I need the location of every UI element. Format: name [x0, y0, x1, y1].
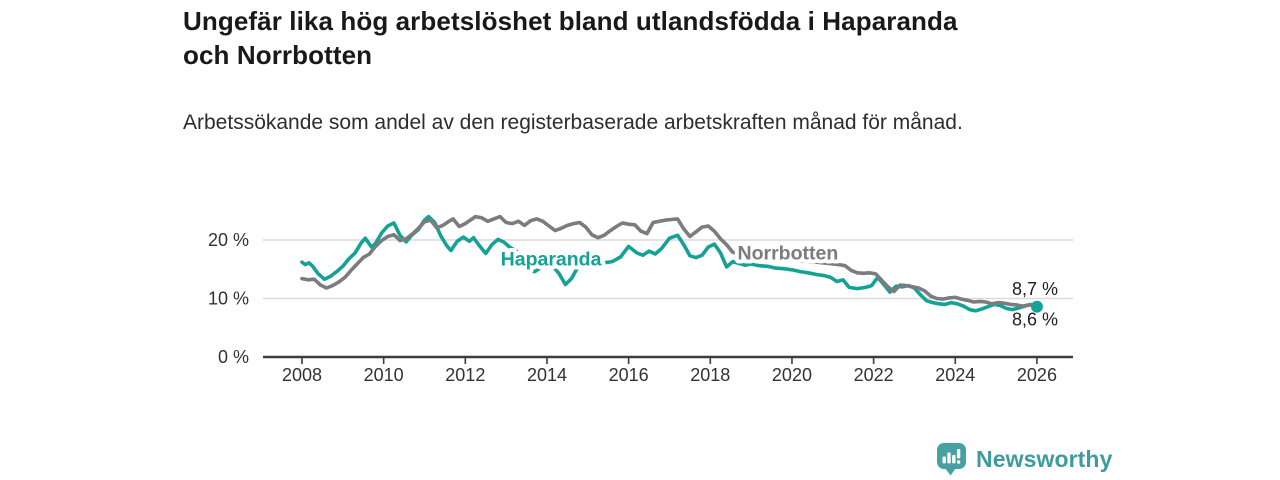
- x-axis-tick-label: 2022: [854, 365, 894, 385]
- newsworthy-logo: Newsworthy: [936, 441, 1112, 477]
- x-axis-tick-label: 2018: [690, 365, 730, 385]
- y-axis-tick-label: 20 %: [208, 230, 249, 250]
- y-axis-tick-label: 10 %: [208, 289, 249, 309]
- brand-name: Newsworthy: [976, 445, 1113, 472]
- series-label-haparanda: Haparanda: [501, 249, 602, 271]
- series-line-norrbotten: [300, 214, 1039, 308]
- end-value-label-haparanda: 8,6 %: [1012, 310, 1058, 330]
- chart-title: Ungefär lika hög arbetslöshet bland utla…: [183, 6, 958, 71]
- series-end-dot-haparanda: [1030, 300, 1043, 313]
- end-value-label-norrbotten: 8,7 %: [1012, 279, 1058, 299]
- chart-subtitle: Arbetssökande som andel av den registerb…: [183, 111, 963, 134]
- series-line-haparanda: [300, 214, 1039, 313]
- x-axis-tick-label: 2020: [772, 365, 812, 385]
- x-axis-tick-label: 2024: [935, 365, 975, 385]
- x-axis-tick-label: 2008: [282, 365, 322, 385]
- x-axis-tick-label: 2014: [527, 365, 567, 385]
- x-axis-tick-label: 2026: [1017, 365, 1057, 385]
- x-axis-tick-label: 2010: [364, 365, 404, 385]
- bar-chart-speech-bubble-icon: [936, 442, 967, 476]
- x-axis-tick-label: 2012: [445, 365, 485, 385]
- x-axis-tick-label: 2016: [609, 365, 649, 385]
- series-label-norrbotten: Norrbotten: [738, 242, 839, 264]
- y-axis-tick-label: 0 %: [218, 347, 249, 367]
